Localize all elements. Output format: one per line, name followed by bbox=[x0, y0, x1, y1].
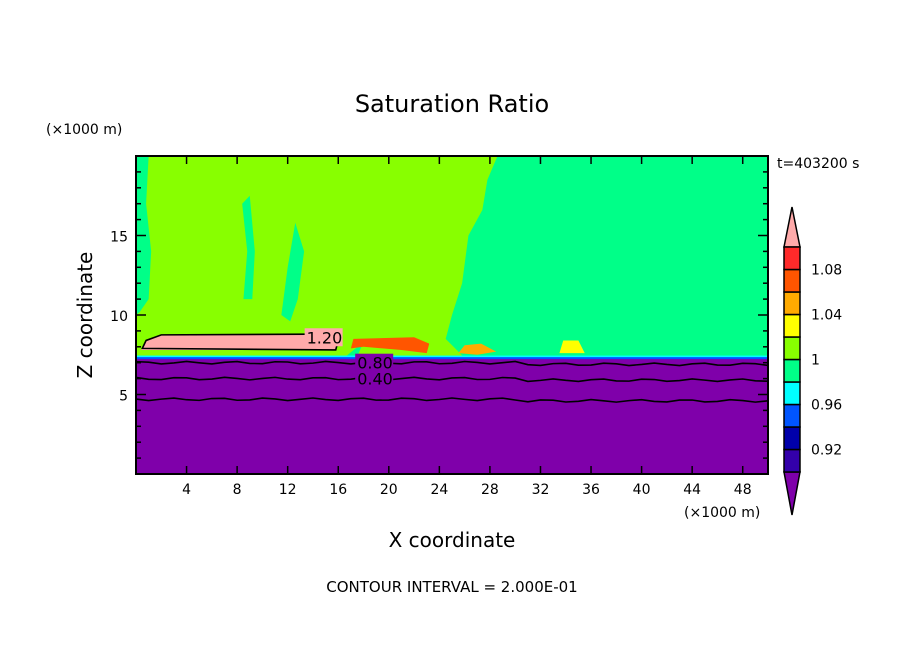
transition-band-cyan bbox=[136, 355, 768, 358]
contour-label-bg-0 bbox=[304, 328, 343, 347]
colorbar-box bbox=[783, 313, 801, 338]
colorbar-box bbox=[783, 403, 801, 428]
contour-region-7 bbox=[350, 337, 430, 354]
contour-interval-note: CONTOUR INTERVAL = 2.000E-01 bbox=[326, 578, 577, 596]
colorbar-label: 1.04 bbox=[811, 308, 842, 324]
contour-line-2 bbox=[135, 376, 769, 383]
x-tick-label: 48 bbox=[734, 482, 752, 498]
transition-band-blue bbox=[136, 357, 768, 360]
colorbar-box bbox=[783, 358, 801, 383]
colorbar-box bbox=[783, 426, 801, 451]
x-axis-label: X coordinate bbox=[389, 528, 516, 552]
contour-region-0 bbox=[136, 156, 497, 357]
x-tick-label: 32 bbox=[532, 482, 550, 498]
y-tick-label: 5 bbox=[119, 389, 128, 405]
y-tick-label: 15 bbox=[110, 230, 128, 246]
contour-region-9 bbox=[559, 340, 585, 354]
colorbar-box bbox=[783, 246, 801, 271]
contour-region-8 bbox=[458, 343, 497, 355]
contour-label-bg-1 bbox=[355, 353, 394, 372]
contour-region-6 bbox=[141, 334, 339, 350]
colorbar-box bbox=[783, 268, 801, 293]
x-tick-label: 4 bbox=[182, 482, 191, 498]
x-tick-label: 40 bbox=[633, 482, 651, 498]
x-tick-label: 28 bbox=[481, 482, 499, 498]
contour-region-3 bbox=[281, 222, 305, 322]
contour-region-4 bbox=[345, 342, 364, 357]
x-tick-label: 44 bbox=[683, 482, 701, 498]
chart-title: Saturation Ratio bbox=[355, 90, 549, 118]
colorbar-box bbox=[783, 381, 801, 406]
colorbar-box bbox=[783, 291, 801, 316]
colorbar: 0.92 0.96 1 1.04 1.08 bbox=[783, 206, 842, 516]
y-tick-label: 10 bbox=[110, 309, 128, 325]
x-tick-label: 12 bbox=[279, 482, 297, 498]
x-tick-label: 16 bbox=[329, 482, 347, 498]
contour-label: 0.40 bbox=[357, 370, 393, 389]
y-unit-label: (×1000 m) bbox=[46, 122, 122, 138]
contour-label: 1.20 bbox=[307, 328, 343, 347]
colorbar-label: 0.96 bbox=[811, 398, 842, 414]
colorbar-box bbox=[783, 336, 801, 361]
colorbar-label: 1 bbox=[811, 353, 820, 369]
contour-label: 0.80 bbox=[357, 354, 393, 373]
x-tick-label: 24 bbox=[430, 482, 448, 498]
x-tick-label: 20 bbox=[380, 482, 398, 498]
colorbar-over-triangle bbox=[783, 206, 801, 248]
time-label: t=403200 s bbox=[777, 156, 859, 172]
colorbar-under-triangle bbox=[783, 471, 801, 516]
x-unit-label: (×1000 m) bbox=[684, 505, 760, 521]
contour-region-10 bbox=[136, 357, 768, 474]
contour-line-1 bbox=[135, 360, 769, 367]
colorbar-box bbox=[783, 448, 801, 473]
contour-line-3 bbox=[135, 397, 769, 403]
x-tick-label: 8 bbox=[233, 482, 242, 498]
contour-label-bg-2 bbox=[355, 369, 394, 388]
x-tick-label: 36 bbox=[582, 482, 600, 498]
contour-region-2 bbox=[242, 195, 255, 300]
y-axis-label: Z coordinate bbox=[73, 252, 97, 379]
colorbar-label: 1.08 bbox=[811, 263, 842, 279]
colorbar-label: 0.92 bbox=[811, 443, 842, 459]
contour-region-5 bbox=[445, 156, 768, 358]
